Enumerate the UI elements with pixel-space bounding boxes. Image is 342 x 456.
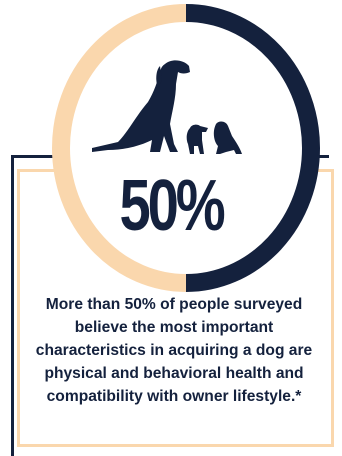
- ring-remaining: [52, 4, 187, 292]
- stat-value: 50%: [119, 166, 225, 246]
- ring-progress: [185, 4, 320, 292]
- description-text: More than 50% of people surveyed believe…: [35, 296, 313, 405]
- dog-silhouette-icon: [92, 60, 242, 154]
- ring-background: [55, 8, 317, 288]
